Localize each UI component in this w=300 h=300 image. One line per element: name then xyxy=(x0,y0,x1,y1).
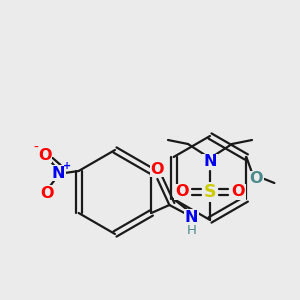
Text: +: + xyxy=(63,161,71,171)
Text: H: H xyxy=(186,224,196,238)
Text: O: O xyxy=(175,184,189,200)
Text: N: N xyxy=(52,166,65,181)
Text: O: O xyxy=(40,185,53,200)
Text: N: N xyxy=(203,154,217,169)
Text: O: O xyxy=(231,184,245,200)
Text: O: O xyxy=(151,161,164,176)
Text: O: O xyxy=(250,172,263,187)
Text: S: S xyxy=(204,183,216,201)
Text: -: - xyxy=(33,141,38,155)
Text: O: O xyxy=(38,148,51,163)
Text: N: N xyxy=(184,209,198,224)
